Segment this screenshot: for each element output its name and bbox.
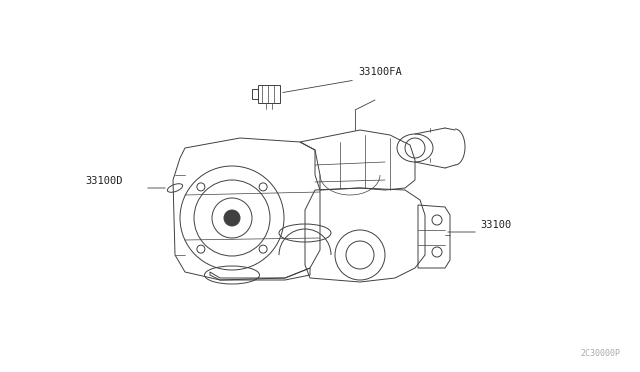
Text: 33100D: 33100D xyxy=(85,176,122,186)
Text: 2C30000P: 2C30000P xyxy=(580,349,620,358)
Text: 33100: 33100 xyxy=(480,220,511,230)
Text: 33100FA: 33100FA xyxy=(358,67,402,77)
Circle shape xyxy=(224,210,240,226)
